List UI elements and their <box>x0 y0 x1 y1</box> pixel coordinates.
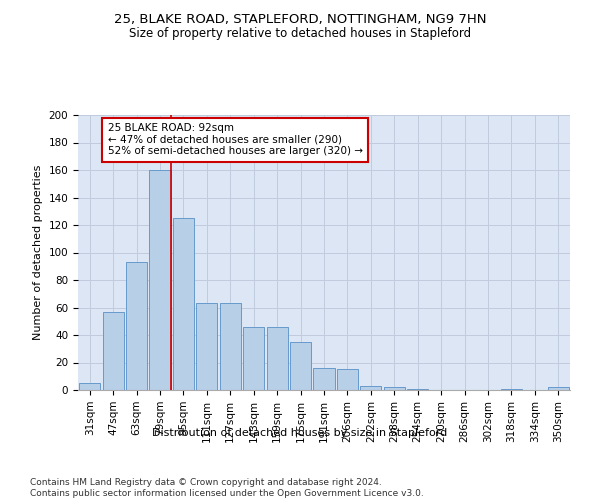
Text: Distribution of detached houses by size in Stapleford: Distribution of detached houses by size … <box>152 428 448 438</box>
Bar <box>290 342 311 390</box>
Bar <box>173 218 194 390</box>
Text: Contains HM Land Registry data © Crown copyright and database right 2024.
Contai: Contains HM Land Registry data © Crown c… <box>30 478 424 498</box>
Text: Size of property relative to detached houses in Stapleford: Size of property relative to detached ho… <box>129 28 471 40</box>
Y-axis label: Number of detached properties: Number of detached properties <box>33 165 43 340</box>
Bar <box>149 170 170 390</box>
Bar <box>243 327 264 390</box>
Bar <box>361 386 382 390</box>
Bar <box>79 383 100 390</box>
Bar <box>384 387 405 390</box>
Text: 25 BLAKE ROAD: 92sqm
← 47% of detached houses are smaller (290)
52% of semi-deta: 25 BLAKE ROAD: 92sqm ← 47% of detached h… <box>107 123 362 156</box>
Bar <box>337 370 358 390</box>
Bar <box>501 388 522 390</box>
Bar <box>220 304 241 390</box>
Bar <box>126 262 147 390</box>
Bar <box>548 387 569 390</box>
Bar <box>103 312 124 390</box>
Text: 25, BLAKE ROAD, STAPLEFORD, NOTTINGHAM, NG9 7HN: 25, BLAKE ROAD, STAPLEFORD, NOTTINGHAM, … <box>114 12 486 26</box>
Bar <box>313 368 335 390</box>
Bar <box>407 388 428 390</box>
Bar <box>196 304 217 390</box>
Bar <box>266 327 287 390</box>
